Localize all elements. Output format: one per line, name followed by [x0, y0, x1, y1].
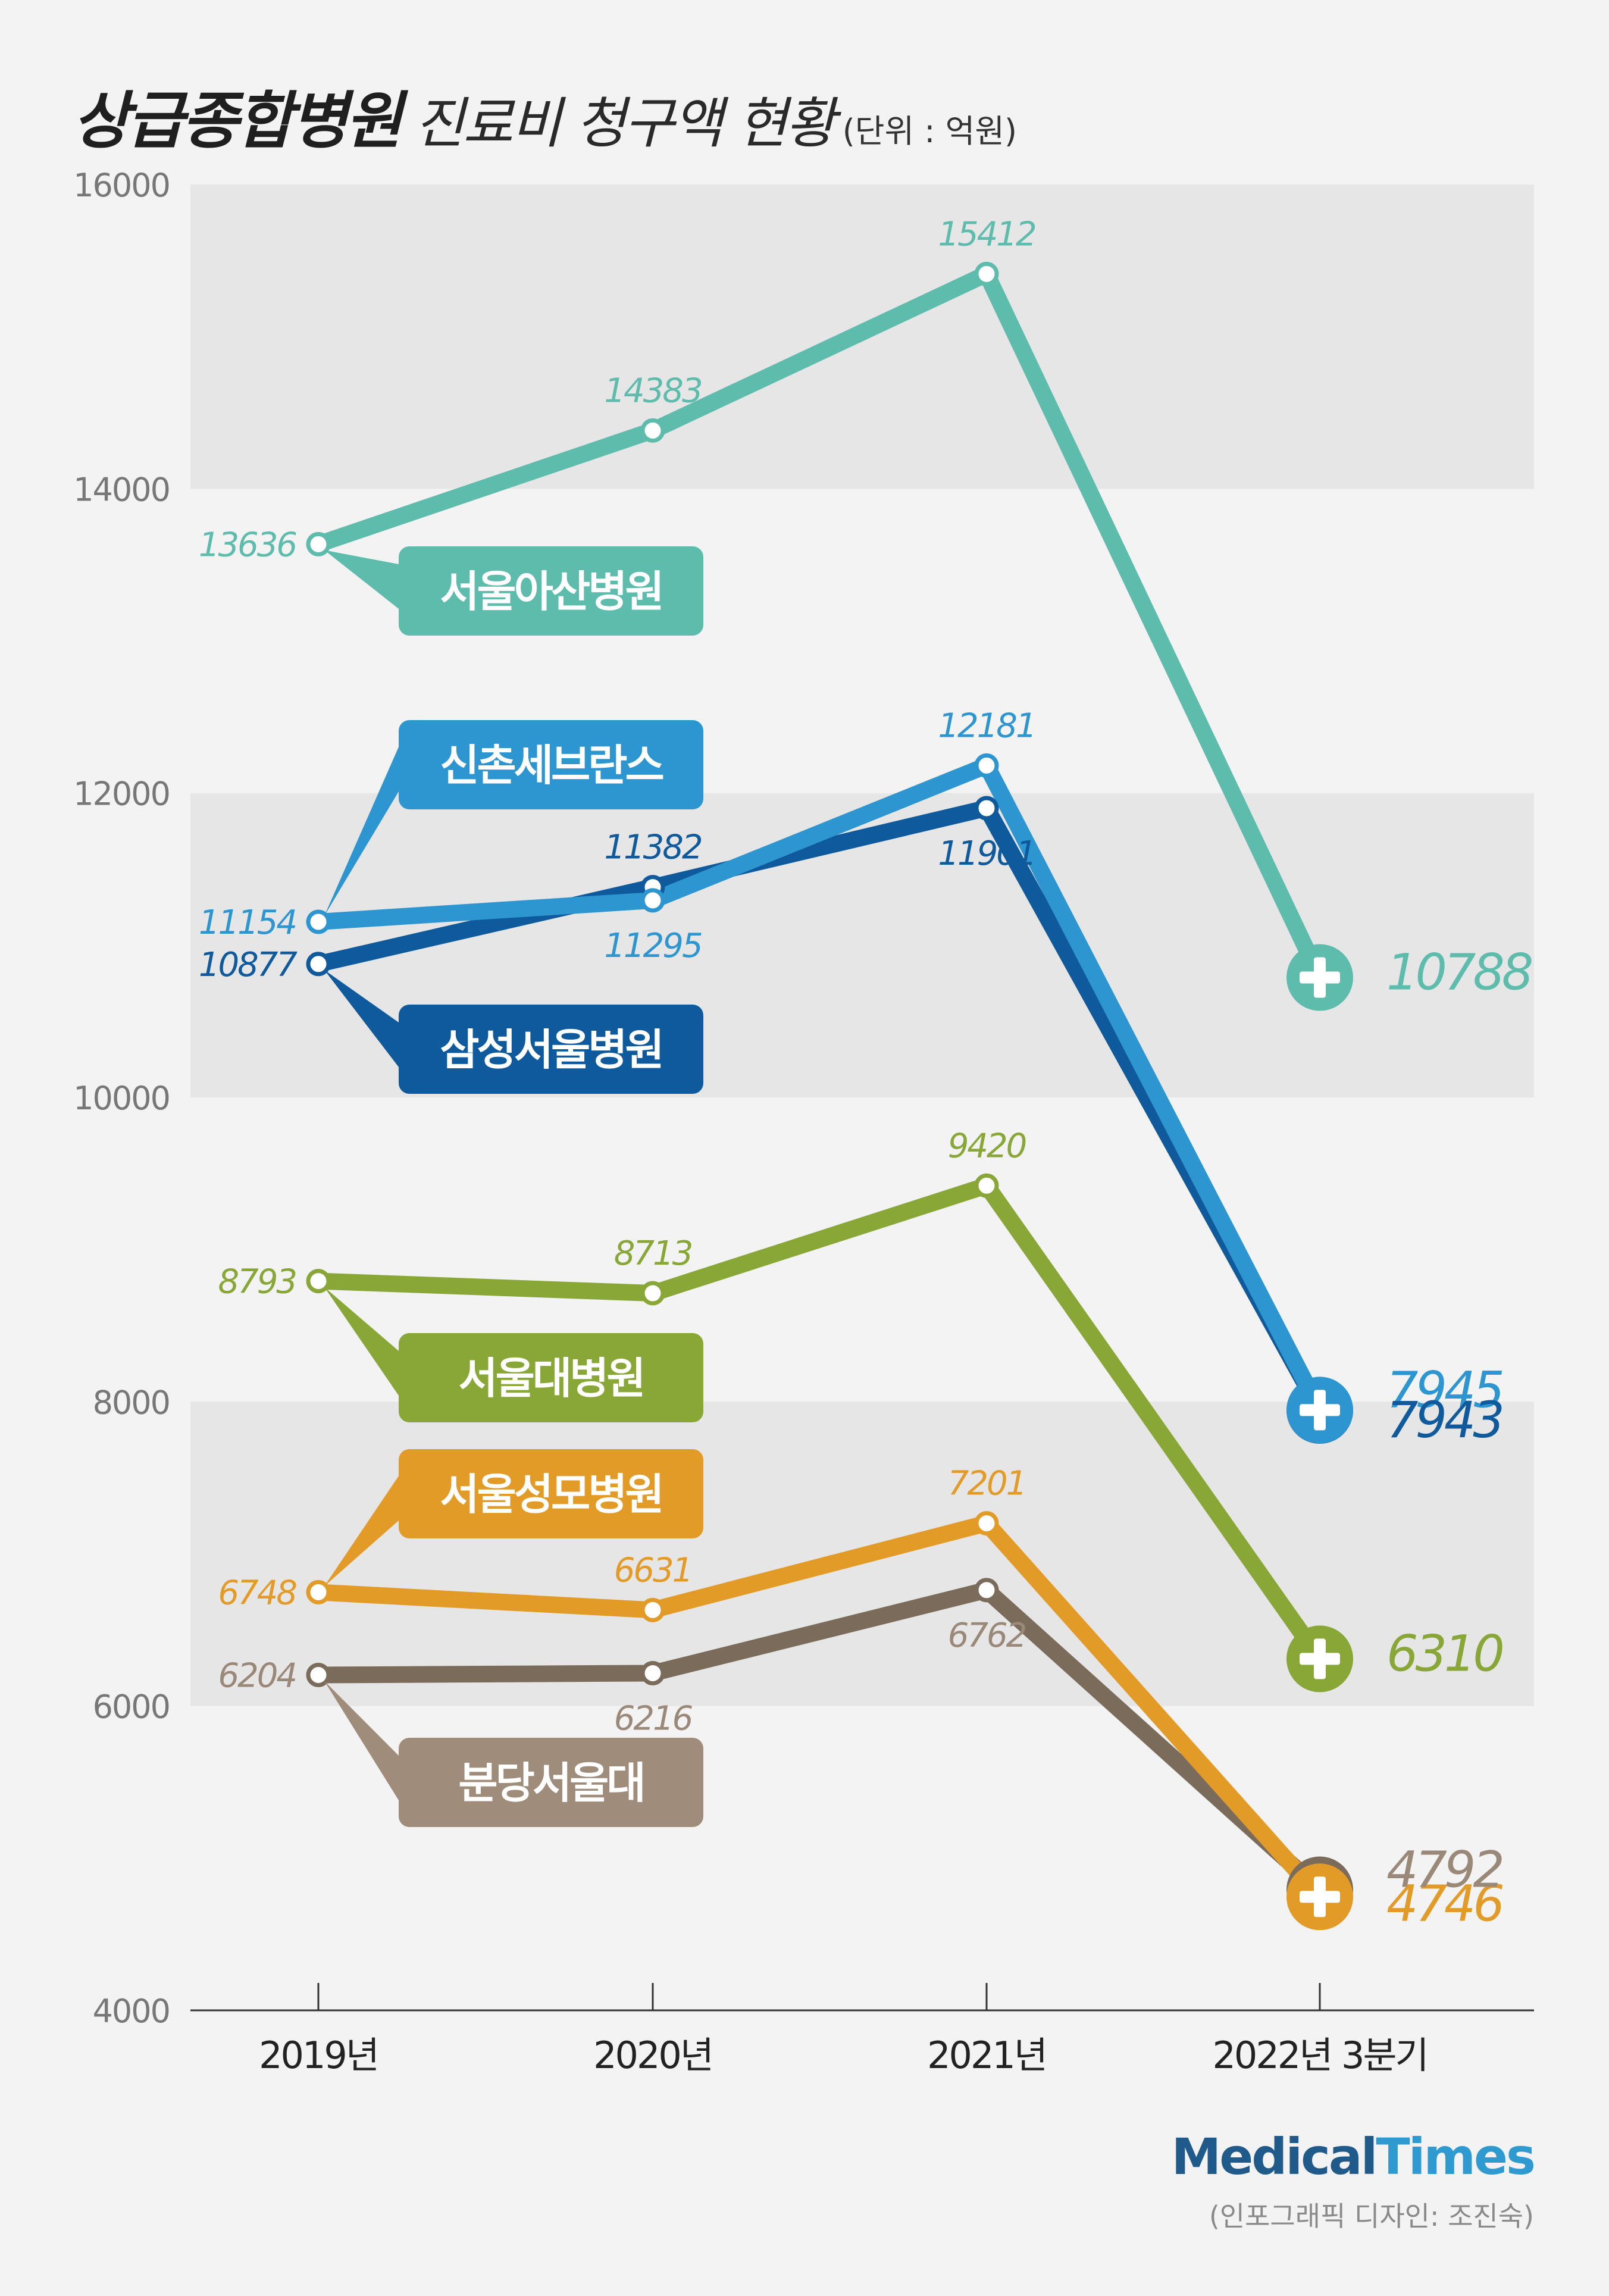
y-tick-label: 16000 [73, 167, 170, 204]
data-point [974, 1578, 999, 1603]
x-tick-label: 2020년 [593, 2034, 712, 2077]
data-point [306, 1269, 331, 1294]
series-points [306, 261, 999, 1688]
value-label: 14383 [604, 371, 702, 410]
end-marker [1286, 1625, 1353, 1693]
series-label-text: 분당서울대 [458, 1758, 643, 1808]
series-line-3 [310, 1177, 1328, 1668]
value-label: 6216 [614, 1699, 693, 1738]
x-axis: 2019년 2020년 2021년 2022년 3분기 [190, 1983, 1534, 2077]
chart-title: 상급종합병원 진료비 청구액 현황 (단위 : 억원) [73, 70, 1017, 160]
series-line-0 [310, 265, 1328, 986]
title-unit: (단위 : 억원) [842, 112, 1018, 150]
series-label-5: 분당서울대 [324, 1681, 703, 1827]
value-label: 8713 [614, 1234, 692, 1273]
end-value-label: 7945 [1386, 1360, 1502, 1419]
end-marker [1286, 944, 1353, 1011]
series-lines [310, 265, 1328, 1906]
series-line-5 [310, 1581, 1328, 1898]
y-tick-label: 12000 [73, 775, 170, 813]
data-point [306, 952, 331, 977]
data-point [974, 261, 999, 286]
value-label: 10877 [199, 946, 298, 984]
value-label: 9420 [948, 1127, 1026, 1165]
value-label: 6631 [614, 1551, 692, 1590]
credit-text: (인포그래픽 디자인: 조진숙) [1209, 2200, 1534, 2232]
y-tick-label: 14000 [73, 471, 170, 508]
value-label: 11901 [938, 834, 1035, 873]
series-label-0: 서울아산병원 [324, 546, 703, 636]
data-point [306, 909, 331, 934]
y-tick-label: 10000 [73, 1080, 170, 1117]
x-tick-label: 2022년 3분기 [1212, 2034, 1427, 2077]
series-label-2: 삼성서울병원 [324, 969, 703, 1094]
data-point [640, 1660, 665, 1685]
data-point [974, 796, 999, 821]
data-point [974, 1173, 999, 1198]
data-point [306, 1663, 331, 1688]
medicaltimes-logo: MedicalTimes [1171, 2128, 1536, 2186]
y-tick-label: 4000 [93, 1992, 170, 2030]
end-marker [1286, 1377, 1353, 1444]
value-label: 11295 [604, 927, 702, 965]
series-line-4 [310, 1515, 1328, 1906]
end-value-label: 6310 [1386, 1624, 1502, 1682]
end-marker [1286, 1863, 1353, 1931]
end-value-label: 4746 [1386, 1874, 1502, 1932]
value-label: 13636 [199, 525, 297, 564]
series-label-text: 신촌세브란스 [440, 740, 663, 790]
title-main: 상급종합병원 [73, 85, 402, 157]
series-label-1: 신촌세브란스 [324, 720, 703, 916]
series-label-text: 서울아산병원 [440, 567, 662, 617]
data-point [640, 888, 665, 913]
value-label: 7201 [948, 1465, 1026, 1503]
x-tick-label: 2019년 [259, 2034, 378, 2077]
value-label: 6204 [218, 1657, 296, 1696]
end-value-label: 10788 [1386, 943, 1532, 1002]
title-sub: 진료비 청구액 현황 [414, 92, 836, 155]
value-label: 6762 [948, 1616, 1026, 1655]
value-label: 11382 [604, 828, 702, 867]
value-label: 6748 [218, 1574, 296, 1612]
x-tick-label: 2021년 [927, 2034, 1046, 2077]
series-label-4: 서울성모병원 [324, 1449, 703, 1587]
series-line-2 [310, 799, 1328, 1419]
series-line-1 [310, 757, 1328, 1419]
value-labels: 13636 14383 15412 11154 11295 12181 10877 11382… [199, 215, 1037, 1738]
value-label: 12181 [938, 706, 1035, 745]
data-point [306, 1579, 331, 1604]
series-label-text: 서울대병원 [458, 1353, 643, 1403]
data-point [974, 753, 999, 778]
end-value-label: 4792 [1386, 1841, 1502, 1899]
value-label: 8793 [218, 1263, 296, 1302]
y-axis: 4000 6000 8000 10000 12000 14000 16000 [73, 167, 171, 2030]
series-label-text: 서울성모병원 [440, 1469, 662, 1519]
series-label-3: 서울대병원 [324, 1287, 703, 1422]
value-label: 15412 [938, 215, 1035, 254]
data-point [640, 1281, 665, 1306]
series-label-text: 삼성서울병원 [440, 1025, 662, 1075]
end-value-label: 7943 [1386, 1391, 1502, 1449]
data-point [640, 418, 665, 443]
data-point [306, 531, 331, 556]
y-tick-label: 8000 [93, 1384, 170, 1421]
value-label: 11154 [199, 903, 296, 942]
data-point [974, 1511, 999, 1536]
data-point [640, 1597, 665, 1622]
y-tick-label: 6000 [93, 1688, 170, 1726]
